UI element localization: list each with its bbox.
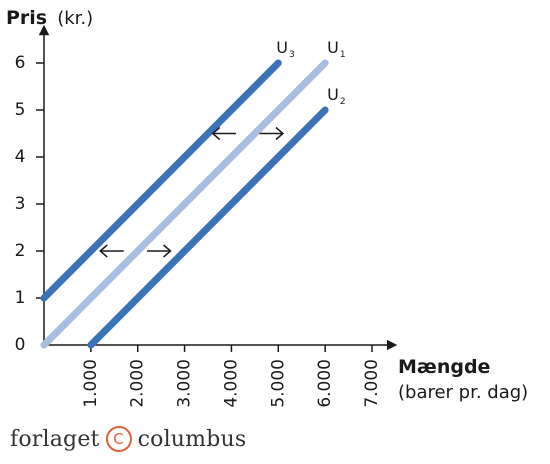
copyright-c-icon: C — [105, 426, 132, 452]
series-label-u2: U2 — [327, 85, 345, 107]
x-tick-label: 1.000 — [81, 359, 101, 408]
x-tick-label: 6.000 — [315, 359, 335, 408]
y-tick-label: 1 — [15, 288, 26, 308]
y-axis-title-unit: (kr.) — [57, 8, 93, 29]
series-line-u1 — [40, 59, 329, 349]
y-tick-label: 4 — [15, 147, 26, 167]
shift-arrow-right — [259, 126, 285, 141]
series-line-u2 — [87, 106, 329, 349]
x-tick-label: 7.000 — [362, 359, 382, 408]
series-label-u3: U3 — [276, 38, 294, 60]
x-axis-title: Mængde — [398, 356, 490, 378]
y-axis-title-main: Pris — [6, 7, 47, 29]
publisher-name-right: columbus — [137, 426, 247, 452]
publisher-logo: forlaget C columbus — [10, 426, 246, 452]
series-line-u3 — [40, 59, 282, 302]
y-tick-label: 2 — [15, 241, 26, 261]
series-label-u1: U1 — [327, 38, 345, 60]
y-tick-label: 0 — [15, 335, 26, 355]
publisher-name-left: forlaget — [10, 426, 100, 452]
x-axis-subtitle: (barer pr. dag) — [398, 382, 528, 403]
shift-arrow-right — [147, 244, 172, 258]
x-tick-label: 2.000 — [128, 359, 148, 408]
shift-arrow-left — [99, 244, 124, 258]
y-tick-label: 5 — [15, 100, 26, 120]
y-tick-label: 3 — [15, 194, 26, 214]
x-tick-label: 5.000 — [268, 359, 288, 408]
x-tick-label: 4.000 — [221, 359, 241, 408]
x-tick-label: 3.000 — [175, 359, 195, 408]
y-axis-title: Pris (kr.) — [6, 7, 93, 29]
y-tick-label: 6 — [15, 53, 26, 73]
chart: 1.000 2.000 3.000 4.000 5.000 6.000 7.000 0 1 2 3… — [6, 7, 528, 408]
shift-arrow-left — [211, 126, 237, 141]
